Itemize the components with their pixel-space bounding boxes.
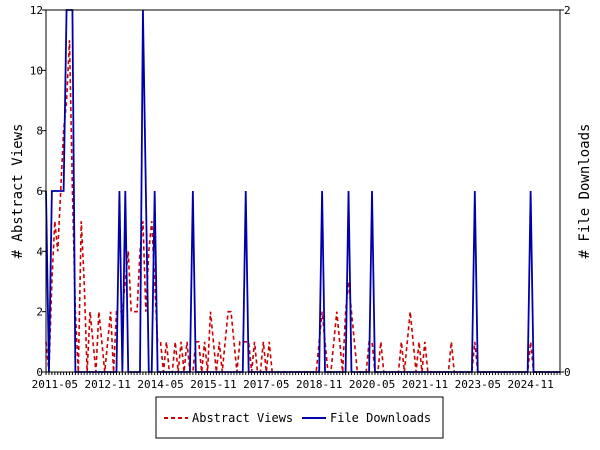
x-tick-label: 2024-11	[507, 378, 553, 391]
y-left-tick-label: 12	[30, 4, 43, 17]
x-tick-label: 2011-05	[32, 378, 78, 391]
y-left-tick-label: 0	[36, 366, 43, 379]
x-tick-label: 2014-05	[137, 378, 183, 391]
legend: Abstract Views File Downloads	[155, 396, 444, 439]
x-tick-label: 2015-11	[190, 378, 236, 391]
y-left-tick-label: 8	[36, 125, 43, 138]
x-axis-ticks	[45, 372, 561, 375]
y-right-tick-label: 2	[564, 4, 571, 17]
series-line-abstract-views	[45, 40, 560, 373]
x-tick-label: 2017-05	[243, 378, 289, 391]
x-tick-label: 2020-05	[349, 378, 395, 391]
y-left-axis-ticks: 0 2 4 6 8 10 12	[30, 4, 46, 379]
y-left-tick-label: 2	[36, 306, 43, 319]
x-tick-label: 2021-11	[402, 378, 448, 391]
x-axis-tick-labels: 2011-05 2012-11 2014-05 2015-11 2017-05 2018-…	[32, 378, 554, 391]
y-right-axis-title: # File Downloads	[577, 124, 593, 259]
x-tick-label: 2012-11	[85, 378, 131, 391]
legend-label-file-downloads: File Downloads	[330, 411, 431, 425]
y-left-tick-label: 6	[36, 185, 43, 198]
y-left-tick-label: 10	[30, 64, 43, 77]
legend-box	[155, 396, 444, 439]
y-right-axis-ticks: 02	[560, 4, 571, 379]
y-right-tick-label: 0	[564, 366, 571, 379]
x-tick-label: 2018-11	[296, 378, 342, 391]
y-left-axis-title: # Abstract Views	[10, 124, 26, 259]
x-tick-label: 2023-05	[455, 378, 501, 391]
y-left-tick-label: 4	[36, 245, 43, 258]
legend-label-abstract-views: Abstract Views	[192, 411, 293, 425]
